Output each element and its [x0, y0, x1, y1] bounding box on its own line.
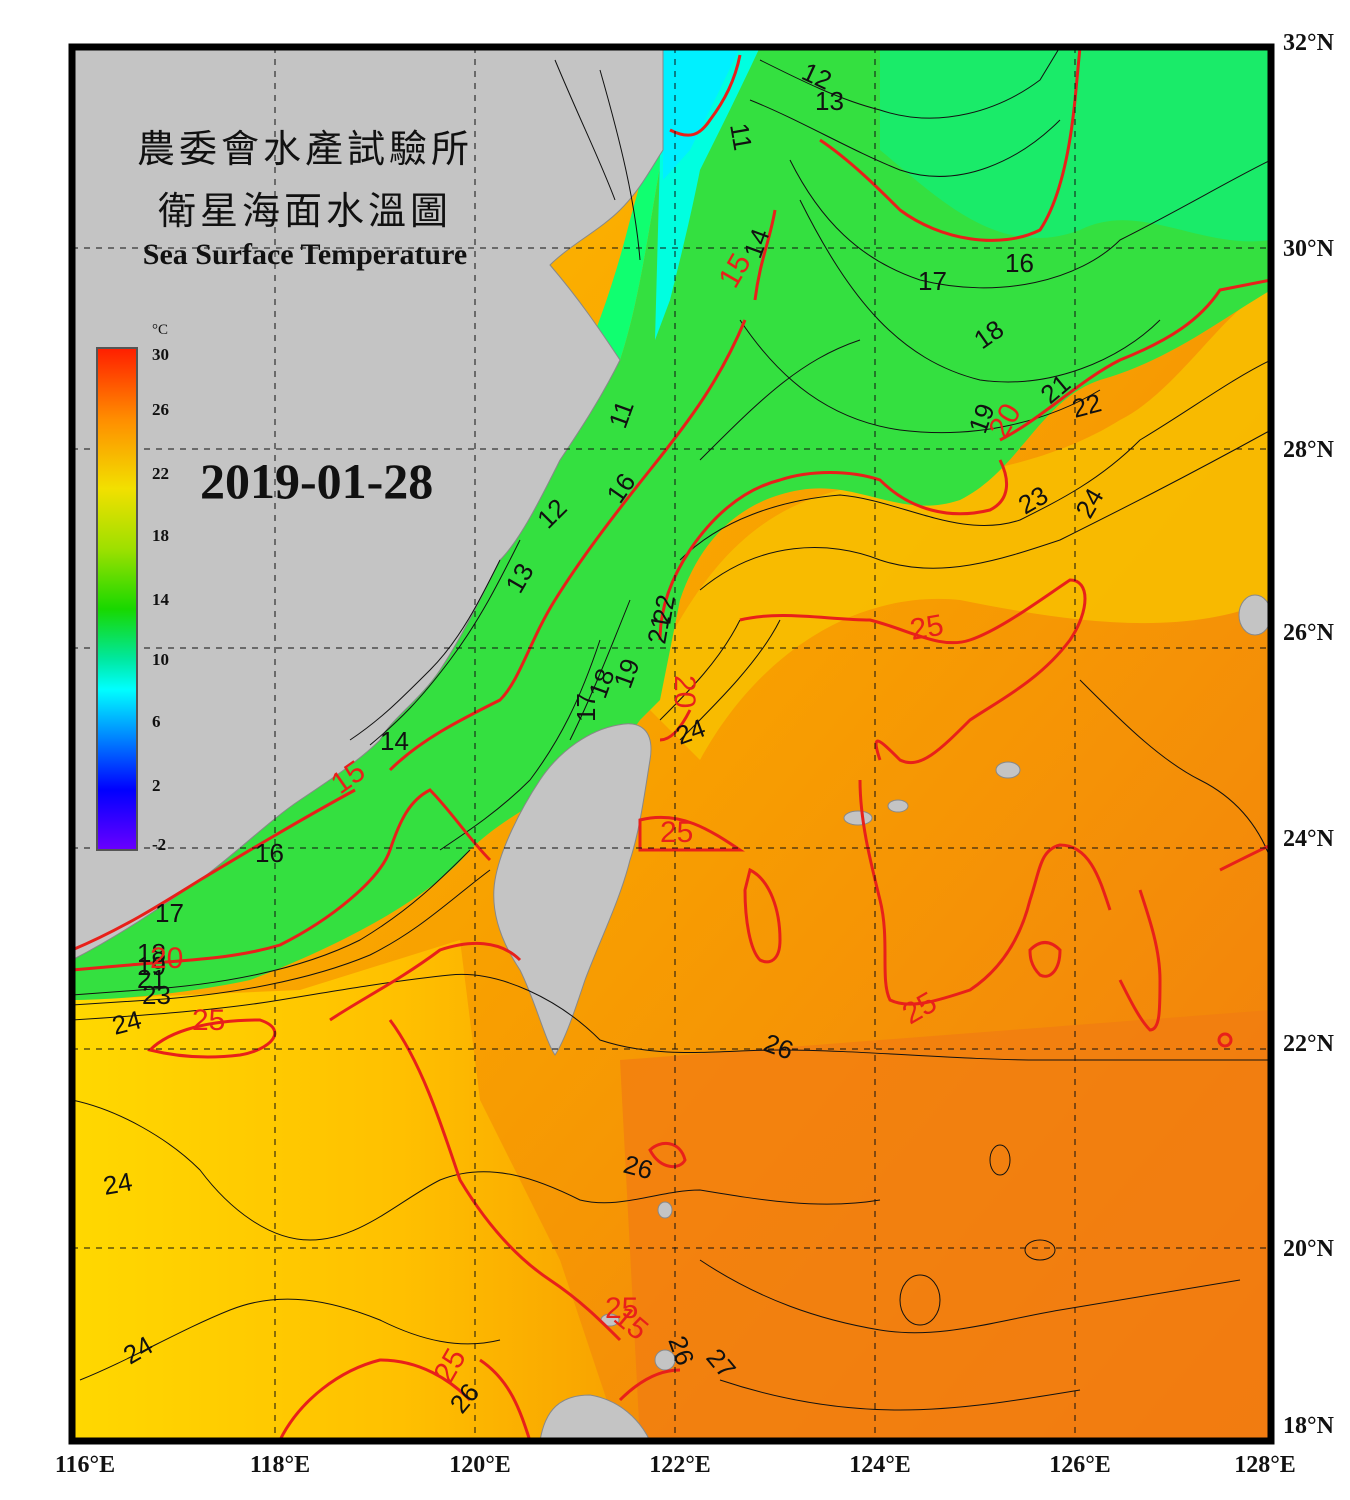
island-yaeyama: [887, 799, 909, 813]
isotherms-major: [72, 47, 1271, 1441]
contour-label: 21: [641, 612, 676, 646]
colorbar-tick: 30: [152, 345, 169, 364]
title-chinese-map: 衛星海面水溫圖: [157, 189, 452, 233]
ocean-warm-core: [620, 1010, 1271, 1441]
lat-label: 32°N: [1283, 30, 1334, 56]
contour-label: 22: [646, 592, 681, 626]
contour-label-red: 25: [907, 609, 946, 647]
lon-label: 126°E: [1049, 1452, 1111, 1478]
lat-label: 20°N: [1283, 1236, 1334, 1262]
map-frame: [68, 43, 1275, 1445]
title-chinese-agency: 農委會水產試驗所: [136, 127, 473, 171]
lat-label: 24°N: [1283, 826, 1334, 852]
lat-label: 28°N: [1283, 437, 1334, 463]
lat-label: 26°N: [1283, 620, 1334, 646]
colorbar-tick: 14: [152, 590, 169, 609]
contour-label: 17: [918, 266, 947, 296]
contour-label: 17: [155, 898, 184, 928]
island-amami: [1238, 594, 1271, 636]
lat-lon-grid: [72, 47, 1271, 1441]
colorbar-tick: 2: [152, 776, 161, 795]
contour-label: 24: [101, 1166, 135, 1201]
contour-label: 19: [137, 951, 166, 981]
colorbar-tick: 6: [152, 712, 161, 731]
colorbar-tick: 18: [152, 526, 169, 545]
contour-label-red: 20: [150, 942, 183, 975]
island-okinawa: [995, 761, 1021, 779]
colorbar-tick: 26: [152, 400, 169, 419]
isotherms-minor: [72, 47, 1271, 1411]
luzon-island: [539, 1394, 651, 1441]
taiwan-island: [493, 723, 652, 1056]
island-miyako: [843, 810, 873, 826]
lon-label: 120°E: [449, 1452, 511, 1478]
contour-label-red: 25: [192, 1004, 225, 1037]
lon-label: 116°E: [54, 1452, 116, 1478]
lon-label: 128°E: [1234, 1452, 1296, 1478]
title-english: Sea Surface Temperature: [142, 238, 468, 271]
lon-label: 124°E: [849, 1452, 911, 1478]
colorbar-tick: -2: [152, 835, 167, 854]
contour-label: 23: [142, 980, 171, 1010]
contour-label: 13: [815, 86, 844, 116]
contour-label: 18: [137, 938, 166, 968]
colorbar-tick: 22: [152, 464, 169, 483]
contour-label-red: 20: [668, 675, 701, 708]
contour-label: 11: [724, 121, 758, 153]
ocean-cool-shelf: [72, 47, 1271, 1000]
lon-label: 118°E: [249, 1452, 311, 1478]
contour-label: 21: [137, 964, 166, 994]
colorbar-tick: 10: [152, 650, 169, 669]
lat-label: 18°N: [1283, 1413, 1334, 1439]
contour-label: 16: [1005, 248, 1034, 278]
map-date: 2019-01-28: [200, 453, 434, 509]
island-lanyu: [657, 1201, 673, 1219]
contour-label: 17: [571, 693, 601, 722]
contour-label: 16: [255, 838, 284, 868]
lat-label: 22°N: [1283, 1031, 1334, 1057]
ocean-coldest-water: [663, 47, 740, 180]
lat-label: 30°N: [1283, 236, 1334, 262]
contour-label-red: 25: [660, 816, 693, 849]
colorbar: [96, 347, 138, 851]
ocean-frontal-band: [640, 290, 1271, 760]
ocean-south-china-sea: [72, 940, 620, 1441]
contour-label-red: 25: [605, 1292, 638, 1325]
lon-label: 122°E: [649, 1452, 711, 1478]
contour-label: 14: [380, 726, 409, 756]
colorbar-unit: °C: [152, 322, 169, 338]
